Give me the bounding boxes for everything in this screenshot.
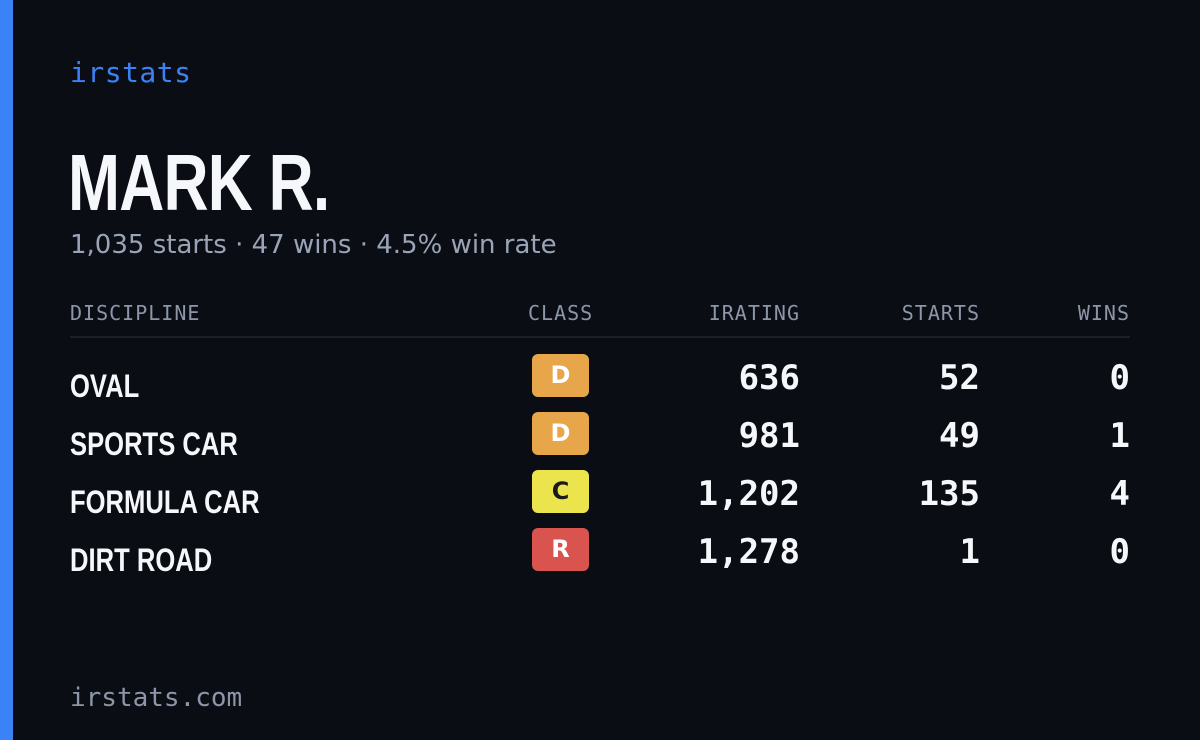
wins-value: 0 [1109,358,1130,398]
table-row: OVAL D 636 52 0 [70,354,1130,412]
irating-value: 1,278 [697,532,800,572]
irating-value: 1,202 [697,474,800,514]
starts-value: 49 [939,416,980,456]
discipline-name: SPORTS CAR [70,426,238,462]
table-row: SPORTS CAR D 981 49 1 [70,412,1130,470]
wins-value: 1 [1109,416,1130,456]
brand-logo: irstats [70,56,192,89]
table-row: DIRT ROAD R 1,278 1 0 [70,528,1130,586]
header-starts: STARTS [901,301,980,325]
class-badge: D [532,354,589,397]
discipline-name: FORMULA CAR [70,484,260,520]
discipline-name: OVAL [70,368,140,404]
wins-value: 4 [1109,474,1130,514]
class-badge: C [532,470,589,513]
irating-value: 636 [738,358,800,398]
starts-value: 1 [959,532,980,572]
header-wins: WINS [1077,301,1130,325]
discipline-table: OVAL D 636 52 0 SPORTS CAR D 981 49 1 FO… [70,354,1130,586]
header-irating: IRATING [708,301,800,325]
table-header: DISCIPLINE CLASS IRATING STARTS WINS [70,300,1130,338]
footer-url: irstats.com [70,683,243,713]
accent-bar [0,0,13,740]
class-badge: R [532,528,589,571]
header-class: CLASS [528,301,594,325]
driver-name: MARK R. [68,138,330,227]
driver-summary: 1,035 starts · 47 wins · 4.5% win rate [70,230,557,260]
irating-value: 981 [738,416,800,456]
table-row: FORMULA CAR C 1,202 135 4 [70,470,1130,528]
discipline-name: DIRT ROAD [70,542,213,578]
starts-value: 52 [939,358,980,398]
header-discipline: DISCIPLINE [70,301,201,325]
starts-value: 135 [918,474,980,514]
wins-value: 0 [1109,532,1130,572]
class-badge: D [532,412,589,455]
